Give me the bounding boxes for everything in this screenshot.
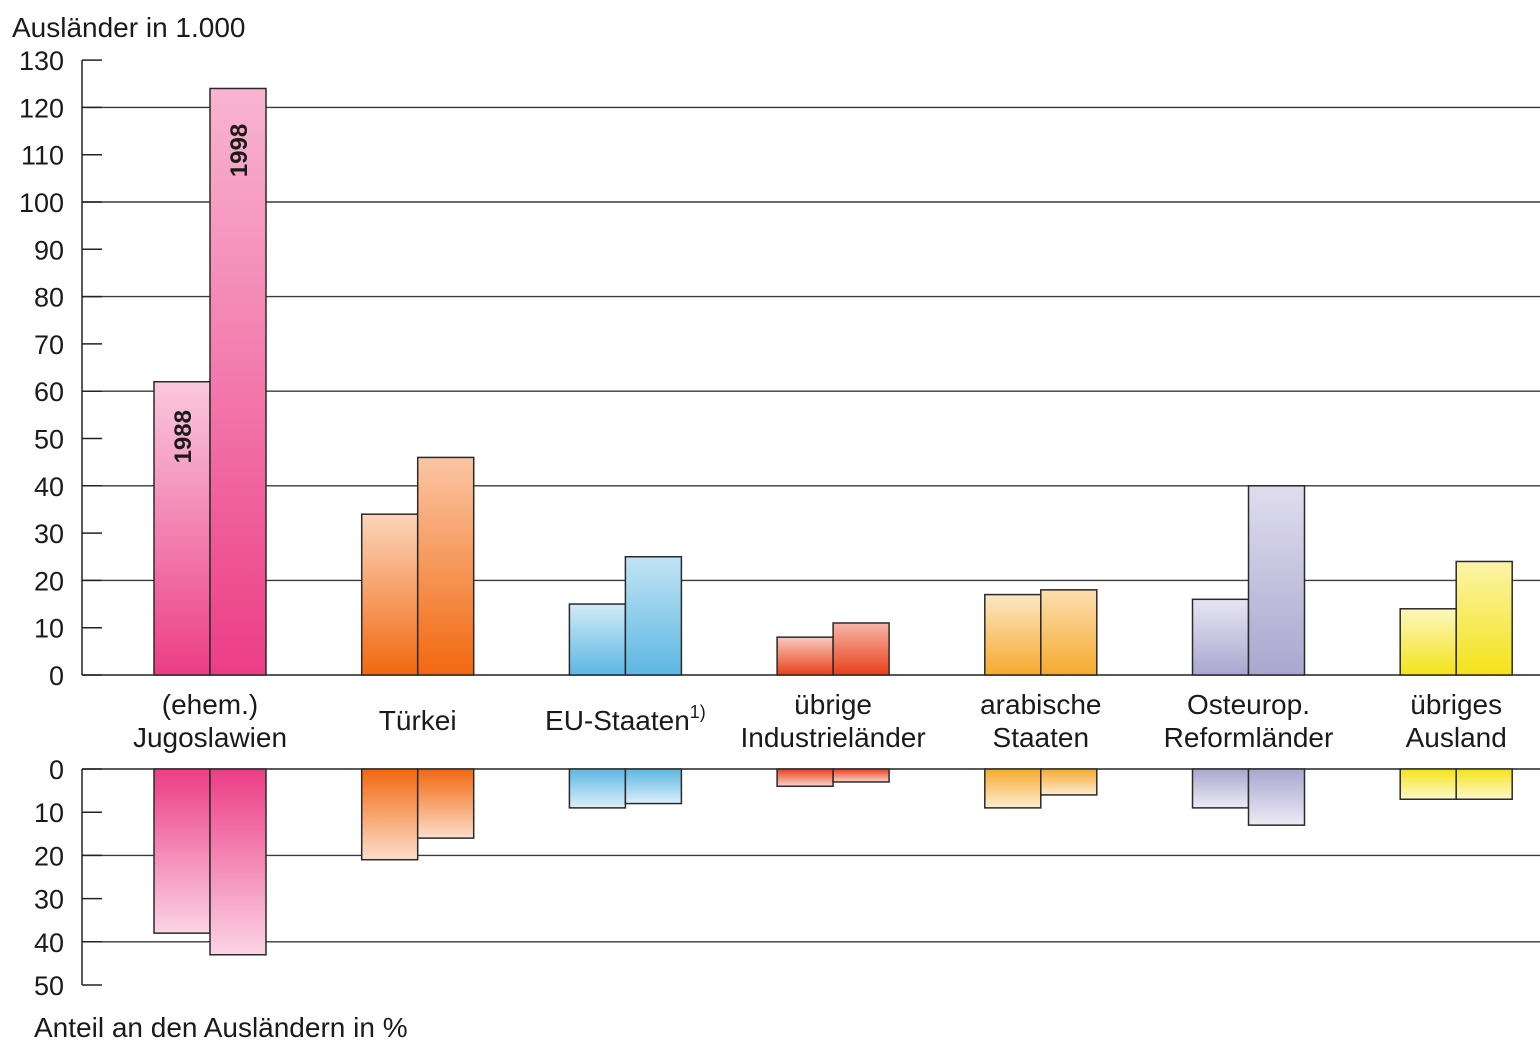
y-tick-label-top: 60 <box>34 377 64 407</box>
bar-bottom-1998-4 <box>1040 768 1098 796</box>
category-label: Staaten <box>993 722 1090 753</box>
y-tick-label-bottom: 0 <box>49 755 64 785</box>
category-footnote: 1) <box>690 702 706 722</box>
bar-bottom-1998-6 <box>1455 768 1513 800</box>
y-tick-label-bottom: 50 <box>34 971 64 1001</box>
bar-top-1988-5 <box>1191 598 1250 676</box>
bar-bottom-1988-6 <box>1399 768 1457 800</box>
bar-top-1998-4 <box>1040 589 1098 676</box>
bar-top-1988-1 <box>360 513 419 676</box>
category-label: EU-Staaten1) <box>545 702 706 736</box>
category-label: Jugoslawien <box>133 722 287 753</box>
bar-bottom-1998-2 <box>624 768 683 805</box>
y-tick-label-top: 130 <box>19 46 64 76</box>
bar-top-1988-3 <box>776 636 834 676</box>
bar-bottom-1988-4 <box>984 768 1042 809</box>
bar-bottom-1998-0 <box>209 768 267 956</box>
bar-bottom-1988-3 <box>776 768 834 788</box>
bar-label-1988: 1988 <box>170 410 197 463</box>
y-tick-label-bottom: 20 <box>34 841 64 871</box>
y-tick-label-top: 30 <box>34 519 64 549</box>
bar-bottom-1998-1 <box>416 768 475 839</box>
y-tick-label-top: 80 <box>34 283 64 313</box>
bars <box>153 87 1513 956</box>
category-label: (ehem.) <box>162 689 258 720</box>
y-tick-label-top: 90 <box>34 235 64 265</box>
y-axis-title-top: Ausländer in 1.000 <box>12 12 246 43</box>
y-tick-label-top: 20 <box>34 566 64 596</box>
axes <box>81 59 102 986</box>
category-label: Ausland <box>1406 722 1507 753</box>
bar-top-1998-5 <box>1247 485 1306 676</box>
category-label: übrige <box>794 689 872 720</box>
y-tick-label-bottom: 40 <box>34 928 64 958</box>
bar-bottom-1988-1 <box>360 768 419 861</box>
labels: 0 10 20 30 40 50 60 70 80 90 100 110 120 130 0 10 20 30 40… <box>12 12 1507 1043</box>
y-tick-label-top: 10 <box>34 614 64 644</box>
gridlines <box>82 106 1540 943</box>
category-label: arabische <box>980 689 1101 720</box>
category-label: Türkei <box>379 705 457 736</box>
bar-bottom-1998-5 <box>1247 768 1306 826</box>
bar-bottom-1988-5 <box>1191 768 1250 809</box>
bar-top-1998-2 <box>624 556 683 676</box>
y-tick-label-top: 0 <box>49 661 64 691</box>
bar-bottom-1988-2 <box>568 768 627 809</box>
y-tick-label-top: 50 <box>34 425 64 455</box>
category-label: Osteurop. <box>1187 689 1310 720</box>
y-axis-title-bottom: Anteil an den Ausländern in % <box>34 1012 408 1043</box>
bar-top-1998-1 <box>416 456 475 676</box>
bar-top-1998-0 <box>209 87 267 676</box>
y-tick-label-bottom: 30 <box>34 885 64 915</box>
bar-top-1998-3 <box>832 622 890 676</box>
bar-top-1998-6 <box>1455 560 1513 676</box>
bar-top-1988-2 <box>568 603 627 676</box>
y-tick-label-top: 100 <box>19 188 64 218</box>
bar-bottom-1998-3 <box>832 768 890 783</box>
bar-top-1988-6 <box>1399 608 1457 676</box>
y-tick-label-top: 110 <box>21 141 64 171</box>
bar-bottom-1988-0 <box>153 768 211 934</box>
category-label: übriges <box>1410 689 1502 720</box>
y-tick-label-top: 70 <box>34 330 64 360</box>
category-label: Reformländer <box>1164 722 1334 753</box>
y-tick-label-top: 40 <box>34 472 64 502</box>
bar-label-1998: 1998 <box>226 124 253 177</box>
y-tick-label-top: 120 <box>19 93 64 123</box>
category-label: Industrieländer <box>740 722 925 753</box>
bar-top-1988-4 <box>984 593 1042 676</box>
y-tick-label-bottom: 10 <box>34 798 64 828</box>
